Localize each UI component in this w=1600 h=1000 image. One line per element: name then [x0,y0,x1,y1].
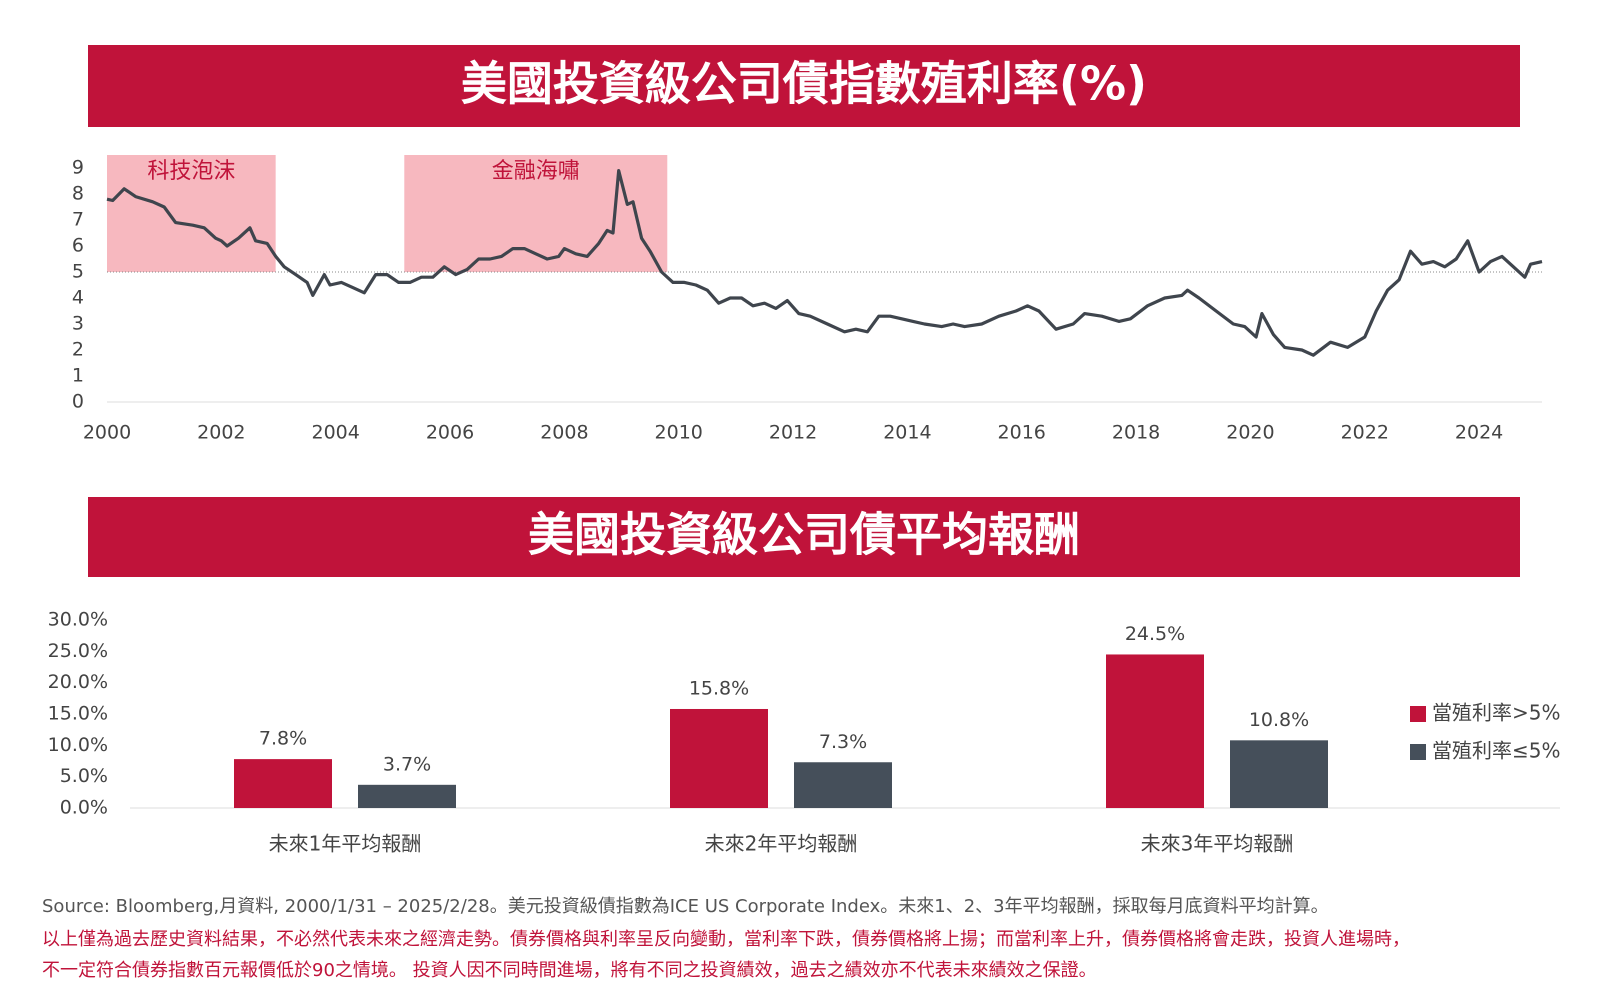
disclaimer: 以上僅為過去歷史資料結果，不必然代表未來之經濟走勢。債券價格與利率呈反向變動，當… [42,929,1410,950]
disclaimer: 不一定符合債券指數百元報價低於90之情境。 投資人因不同時間進場，將有不同之投資… [42,960,1097,981]
y-tick-label: 2 [72,339,84,361]
y-tick-label: 4 [72,287,84,309]
y-tick-label: 0.0% [60,797,108,819]
y-tick-label: 3 [72,313,84,335]
x-tick-label: 未來3年平均報酬 [1141,832,1294,856]
legend-swatch [1410,744,1426,760]
y-tick-label: 5 [72,261,84,283]
y-tick-label: 6 [72,235,84,257]
x-tick-label: 2010 [655,422,703,444]
annotation: 金融海嘯 [492,159,580,184]
legend-label: 當殖利率≤5% [1432,739,1561,763]
chart-title: 美國投資級公司債平均報酬 [528,508,1080,562]
y-tick-label: 30.0% [48,609,108,631]
y-tick-label: 7 [72,209,84,231]
bar [794,762,892,808]
y-tick-label: 8 [72,183,84,205]
x-tick-label: 2008 [540,422,588,444]
y-tick-label: 25.0% [48,640,108,662]
bar [234,759,332,808]
x-tick-label: 未來1年平均報酬 [269,832,422,856]
x-tick-label: 2018 [1112,422,1160,444]
bar [1106,654,1204,808]
x-tick-label: 2014 [883,422,931,444]
x-tick-label: 2012 [769,422,817,444]
value-label: 3.7% [383,753,431,775]
shaded-period [107,155,276,272]
x-tick-label: 2000 [83,422,131,444]
value-label: 24.5% [1125,623,1185,645]
x-tick-label: 2020 [1226,422,1274,444]
yield-line [106,169,1543,357]
title-bar [88,497,1520,577]
legend-label: 當殖利率>5% [1432,701,1561,725]
value-label: 7.3% [819,731,867,753]
legend-swatch [1410,706,1426,722]
value-label: 10.8% [1249,709,1309,731]
x-tick-label: 2002 [197,422,245,444]
x-tick-label: 2022 [1341,422,1389,444]
annotation: 科技泡沫 [147,159,235,184]
y-tick-label: 15.0% [48,703,108,725]
title-bar [88,45,1520,127]
x-tick-label: 2006 [426,422,474,444]
y-tick-label: 9 [72,157,84,179]
y-tick-label: 1 [72,365,84,387]
y-tick-label: 20.0% [48,671,108,693]
value-label: 15.8% [689,677,749,699]
y-tick-label: 0 [72,391,84,413]
source-note: Source: Bloomberg,月資料, 2000/1/31 – 2025/… [42,896,1329,917]
value-label: 7.8% [259,728,307,750]
bar [670,708,768,808]
bar [358,784,456,808]
y-tick-label: 5.0% [60,765,108,787]
x-tick-label: 2004 [312,422,360,444]
x-tick-label: 2024 [1455,422,1503,444]
x-tick-label: 未來2年平均報酬 [705,832,858,856]
y-tick-label: 10.0% [48,734,108,756]
x-tick-label: 2016 [998,422,1046,444]
chart-title: 美國投資級公司債指數殖利率(%) [461,57,1147,111]
bar [1230,740,1328,808]
